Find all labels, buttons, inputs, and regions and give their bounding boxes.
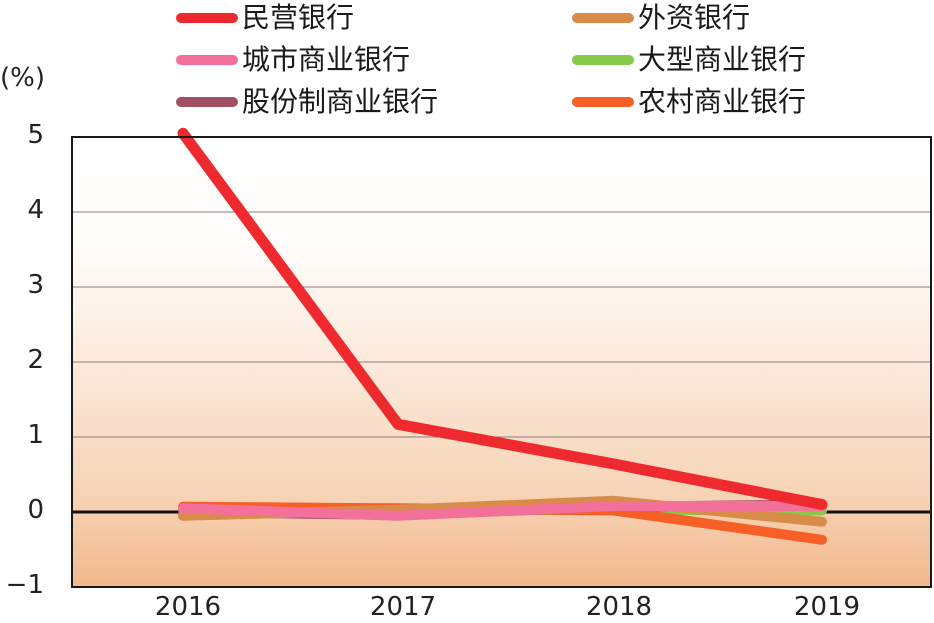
legend-swatch-icon	[572, 13, 634, 23]
x-tick-label: 2018	[585, 592, 653, 622]
legend-label: 民营银行	[242, 1, 355, 34]
legend-swatch-icon	[572, 97, 634, 107]
legend-label: 城市商业银行	[242, 43, 411, 76]
y-tick-label: 3	[27, 270, 44, 300]
legend-swatch-icon	[176, 13, 238, 23]
x-tick-label: 2017	[369, 592, 437, 622]
legend-label: 股份制商业银行	[242, 85, 439, 118]
legend-label: 大型商业银行	[638, 43, 807, 76]
legend-swatch-icon	[176, 97, 238, 107]
legend-item-city-commercial-bank: 城市商业银行	[176, 42, 410, 78]
y-tick-label: 4	[27, 195, 44, 225]
legend-swatch-icon	[176, 55, 238, 65]
y-tick-label: 5	[27, 120, 44, 150]
plot-frame	[71, 136, 932, 588]
x-tick-label: 2019	[793, 592, 861, 622]
legend-swatch-icon	[572, 55, 634, 65]
legend-item-private-bank: 民营银行	[176, 0, 354, 36]
y-axis-unit: (%)	[0, 63, 45, 93]
legend-item-large-commercial-bank: 大型商业银行	[572, 42, 806, 78]
y-tick-label: 2	[27, 345, 44, 375]
legend-label: 农村商业银行	[638, 85, 807, 118]
y-tick-label: −1	[5, 570, 44, 600]
series-lines	[177, 127, 828, 545]
legend-item-joint-stock-bank: 股份制商业银行	[176, 84, 438, 120]
y-tick-label: 1	[27, 420, 44, 450]
legend-label: 外资银行	[638, 1, 751, 34]
x-tick-label: 2016	[154, 592, 222, 622]
legend: 民营银行 城市商业银行 股份制商业银行 外资银行 大型商业银行 农村商业银行	[0, 0, 934, 125]
y-tick-label: 0	[27, 495, 44, 525]
legend-item-rural-commercial-bank: 农村商业银行	[572, 84, 806, 120]
legend-item-foreign-bank: 外资银行	[572, 0, 750, 36]
series-line-city-commercial-bank	[178, 501, 827, 521]
series-line-private-bank	[177, 127, 828, 510]
